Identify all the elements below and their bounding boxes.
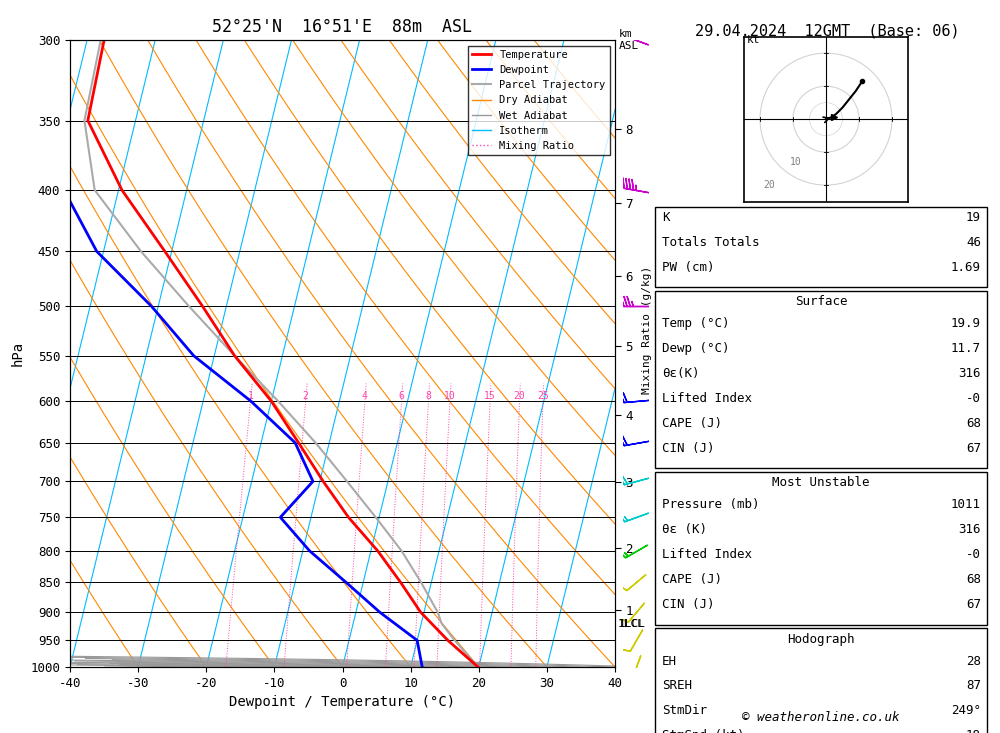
Y-axis label: hPa: hPa (11, 341, 25, 366)
Text: Lifted Index: Lifted Index (662, 548, 752, 561)
Text: 19: 19 (966, 211, 981, 224)
Text: 20: 20 (514, 391, 525, 401)
Text: Lifted Index: Lifted Index (662, 392, 752, 405)
Text: 68: 68 (966, 573, 981, 586)
Text: 249°: 249° (951, 704, 981, 718)
Text: Mixing Ratio (g/kg): Mixing Ratio (g/kg) (642, 266, 652, 394)
Text: Totals Totals: Totals Totals (662, 236, 760, 249)
Text: 15: 15 (484, 391, 496, 401)
Text: 10: 10 (444, 391, 456, 401)
Text: θε (K): θε (K) (662, 523, 707, 537)
Text: -0: -0 (966, 392, 981, 405)
Text: 1LCL: 1LCL (619, 619, 646, 629)
Text: 87: 87 (966, 679, 981, 693)
Text: Pressure (mb): Pressure (mb) (662, 498, 760, 512)
Text: 4: 4 (362, 391, 368, 401)
Text: Temp (°C): Temp (°C) (662, 317, 730, 331)
Text: 11.7: 11.7 (951, 342, 981, 356)
Text: 1LCL: 1LCL (618, 619, 645, 629)
Text: CAPE (J): CAPE (J) (662, 573, 722, 586)
Text: EH: EH (662, 655, 677, 668)
Text: 67: 67 (966, 598, 981, 611)
Text: Surface: Surface (795, 295, 847, 309)
Text: StmDir: StmDir (662, 704, 707, 718)
Text: CAPE (J): CAPE (J) (662, 417, 722, 430)
Text: 20: 20 (763, 180, 775, 191)
Text: -0: -0 (966, 548, 981, 561)
Text: 25: 25 (537, 391, 549, 401)
Title: 52°25'N  16°51'E  88m  ASL: 52°25'N 16°51'E 88m ASL (212, 18, 473, 36)
Text: 1.69: 1.69 (951, 261, 981, 274)
Text: 10: 10 (790, 158, 801, 167)
Text: SREH: SREH (662, 679, 692, 693)
Text: CIN (J): CIN (J) (662, 442, 714, 455)
Text: 68: 68 (966, 417, 981, 430)
Text: Hodograph: Hodograph (787, 633, 855, 646)
Text: Most Unstable: Most Unstable (772, 476, 870, 490)
Text: © weatheronline.co.uk: © weatheronline.co.uk (742, 711, 900, 724)
Text: 2: 2 (303, 391, 309, 401)
Text: 29.04.2024  12GMT  (Base: 06): 29.04.2024 12GMT (Base: 06) (695, 23, 959, 38)
Text: 28: 28 (966, 655, 981, 668)
Legend: Temperature, Dewpoint, Parcel Trajectory, Dry Adiabat, Wet Adiabat, Isotherm, Mi: Temperature, Dewpoint, Parcel Trajectory… (468, 45, 610, 155)
Text: 46: 46 (966, 236, 981, 249)
Text: 8: 8 (426, 391, 431, 401)
Text: 19.9: 19.9 (951, 317, 981, 331)
Text: km
ASL: km ASL (619, 29, 639, 51)
Text: 67: 67 (966, 442, 981, 455)
X-axis label: Dewpoint / Temperature (°C): Dewpoint / Temperature (°C) (229, 696, 456, 710)
Text: 1: 1 (248, 391, 253, 401)
Text: 18: 18 (966, 729, 981, 733)
Text: PW (cm): PW (cm) (662, 261, 714, 274)
Text: StmSpd (kt): StmSpd (kt) (662, 729, 744, 733)
Text: Dewp (°C): Dewp (°C) (662, 342, 730, 356)
Text: θε(K): θε(K) (662, 367, 700, 380)
Text: 316: 316 (959, 367, 981, 380)
Text: 316: 316 (959, 523, 981, 537)
Text: K: K (662, 211, 670, 224)
Text: 1011: 1011 (951, 498, 981, 512)
Text: 6: 6 (399, 391, 404, 401)
Text: CIN (J): CIN (J) (662, 598, 714, 611)
Text: kt: kt (747, 35, 760, 45)
